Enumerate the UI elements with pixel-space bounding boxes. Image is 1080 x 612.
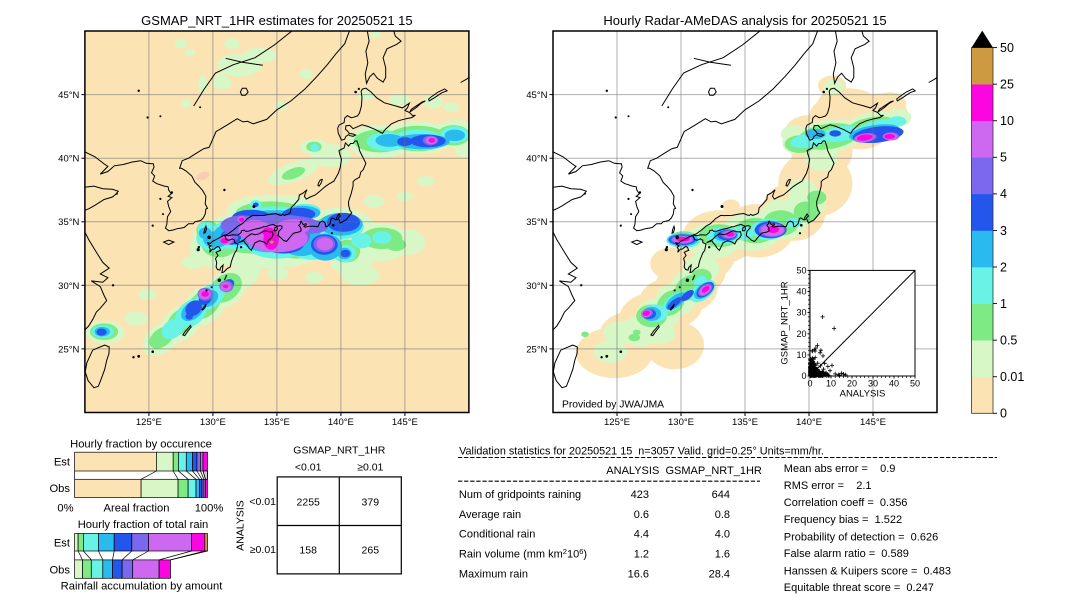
svg-text:423: 423 — [631, 489, 649, 501]
svg-text:Obs: Obs — [49, 564, 70, 576]
svg-text:ANALYSIS: ANALYSIS — [235, 500, 247, 551]
svg-text:40°N: 40°N — [526, 154, 547, 165]
svg-text:0: 0 — [1000, 407, 1007, 421]
svg-text:GSMAP_NRT_1HR: GSMAP_NRT_1HR — [293, 445, 385, 457]
svg-text:Obs: Obs — [49, 483, 70, 495]
svg-text:16.6: 16.6 — [628, 568, 649, 580]
svg-text:0.6: 0.6 — [634, 509, 649, 521]
svg-text:1.2: 1.2 — [634, 549, 649, 561]
svg-text:4.4: 4.4 — [634, 529, 649, 541]
svg-text:0.01: 0.01 — [1000, 370, 1024, 384]
svg-text:Correlation coeff = 0.356: Correlation coeff = 0.356 — [784, 497, 908, 509]
svg-text:Rainfall accumulation by amoun: Rainfall accumulation by amount — [61, 581, 224, 593]
svg-text:135°E: 135°E — [732, 417, 758, 428]
svg-text:0.5: 0.5 — [1000, 333, 1017, 347]
svg-text:ANALYSIS: ANALYSIS — [840, 389, 886, 400]
svg-text:130°E: 130°E — [668, 417, 694, 428]
svg-text:45°N: 45°N — [526, 90, 547, 101]
svg-text:30: 30 — [868, 379, 878, 389]
svg-text:Mean abs error = 0.9: Mean abs error = 0.9 — [784, 463, 896, 475]
svg-text:1: 1 — [1000, 297, 1007, 311]
svg-text:25°N: 25°N — [58, 344, 79, 355]
svg-text:4.0: 4.0 — [715, 529, 730, 541]
svg-text:Conditional rain: Conditional rain — [459, 529, 535, 541]
svg-text:2: 2 — [1000, 260, 1007, 274]
svg-text:Validation statistics for 2025: Validation statistics for 20250521 15 n=… — [459, 445, 824, 457]
svg-text:50: 50 — [910, 379, 920, 389]
svg-text:Hourly fraction of total rain: Hourly fraction of total rain — [78, 519, 209, 531]
svg-text:GSMAP_NRT_1HR estimates for 20: GSMAP_NRT_1HR estimates for 20250521 15 — [141, 13, 412, 28]
svg-text:3: 3 — [1000, 224, 1007, 238]
svg-text:False alarm ratio = 0.589: False alarm ratio = 0.589 — [784, 548, 909, 560]
svg-text:0.8: 0.8 — [715, 509, 730, 521]
svg-text:Est: Est — [54, 456, 71, 468]
svg-text:28.4: 28.4 — [709, 568, 730, 580]
svg-text:40°N: 40°N — [58, 154, 79, 165]
svg-text:20: 20 — [847, 379, 857, 389]
svg-text:Hourly Radar-AMeDAS analysis f: Hourly Radar-AMeDAS analysis for 2025052… — [603, 13, 886, 28]
svg-text:≥0.01: ≥0.01 — [357, 462, 383, 474]
svg-text:RMS error = 2.1: RMS error = 2.1 — [784, 480, 872, 492]
svg-text:50: 50 — [1000, 41, 1014, 55]
svg-text:Maximum rain: Maximum rain — [459, 568, 528, 580]
svg-text:25: 25 — [1000, 77, 1014, 91]
svg-text:265: 265 — [362, 544, 380, 556]
svg-text:35°N: 35°N — [58, 217, 79, 228]
svg-text:Hanssen & Kuipers score = 0.4: Hanssen & Kuipers score = 0.483 — [784, 565, 951, 577]
svg-text:20: 20 — [796, 329, 806, 339]
svg-text:10: 10 — [796, 350, 806, 360]
svg-text:158: 158 — [299, 544, 317, 556]
svg-text:145°E: 145°E — [860, 417, 886, 428]
svg-text:Provided by JWA/JMA: Provided by JWA/JMA — [562, 400, 664, 411]
svg-text:ANALYSIS: ANALYSIS — [606, 465, 659, 477]
svg-text:10: 10 — [826, 379, 836, 389]
svg-text:40: 40 — [889, 379, 899, 389]
svg-text:<0.01: <0.01 — [249, 496, 276, 508]
svg-text:Probability of detection = 0.: Probability of detection = 0.626 — [784, 532, 938, 544]
svg-text:25°N: 25°N — [526, 344, 547, 355]
svg-text:1.6: 1.6 — [715, 549, 730, 561]
svg-text:≥0.01: ≥0.01 — [250, 544, 276, 556]
svg-text:0%: 0% — [57, 503, 73, 515]
svg-text:Rain volume (mm km2106): Rain volume (mm km2106) — [459, 547, 587, 561]
svg-text:0: 0 — [807, 379, 812, 389]
svg-text:Areal fraction: Areal fraction — [104, 503, 170, 515]
svg-text:100%: 100% — [195, 503, 224, 515]
svg-text:Equitable threat score = 0.24: Equitable threat score = 0.247 — [784, 582, 934, 594]
svg-text:35°N: 35°N — [526, 217, 547, 228]
svg-text:644: 644 — [712, 489, 730, 501]
svg-text:Frequency bias = 1.522: Frequency bias = 1.522 — [784, 514, 902, 526]
svg-text:Hourly fraction by occurence: Hourly fraction by occurence — [70, 439, 212, 451]
svg-text:GSMAP_NRT_1HR: GSMAP_NRT_1HR — [780, 281, 791, 364]
svg-text:145°E: 145°E — [392, 417, 418, 428]
svg-text:140°E: 140°E — [796, 417, 822, 428]
svg-text:Average rain: Average rain — [459, 509, 521, 521]
svg-text:140°E: 140°E — [328, 417, 354, 428]
svg-text:<0.01: <0.01 — [295, 462, 322, 474]
svg-text:10: 10 — [1000, 114, 1014, 128]
svg-text:30°N: 30°N — [526, 281, 547, 292]
svg-text:30: 30 — [796, 308, 806, 318]
svg-text:0: 0 — [801, 371, 806, 381]
svg-text:30°N: 30°N — [58, 281, 79, 292]
svg-text:379: 379 — [362, 497, 380, 509]
svg-text:125°E: 125°E — [136, 417, 162, 428]
svg-text:125°E: 125°E — [604, 417, 630, 428]
svg-text:4: 4 — [1000, 187, 1007, 201]
svg-text:50: 50 — [796, 265, 806, 275]
svg-text:130°E: 130°E — [200, 417, 226, 428]
svg-text:Num of gridpoints raining: Num of gridpoints raining — [459, 489, 581, 501]
svg-text:GSMAP_NRT_1HR: GSMAP_NRT_1HR — [666, 465, 762, 477]
svg-text:135°E: 135°E — [264, 417, 290, 428]
svg-text:40: 40 — [796, 287, 806, 297]
svg-text:5: 5 — [1000, 151, 1007, 165]
svg-text:2255: 2255 — [297, 497, 321, 509]
svg-text:Est: Est — [54, 538, 71, 550]
svg-text:45°N: 45°N — [58, 90, 79, 101]
